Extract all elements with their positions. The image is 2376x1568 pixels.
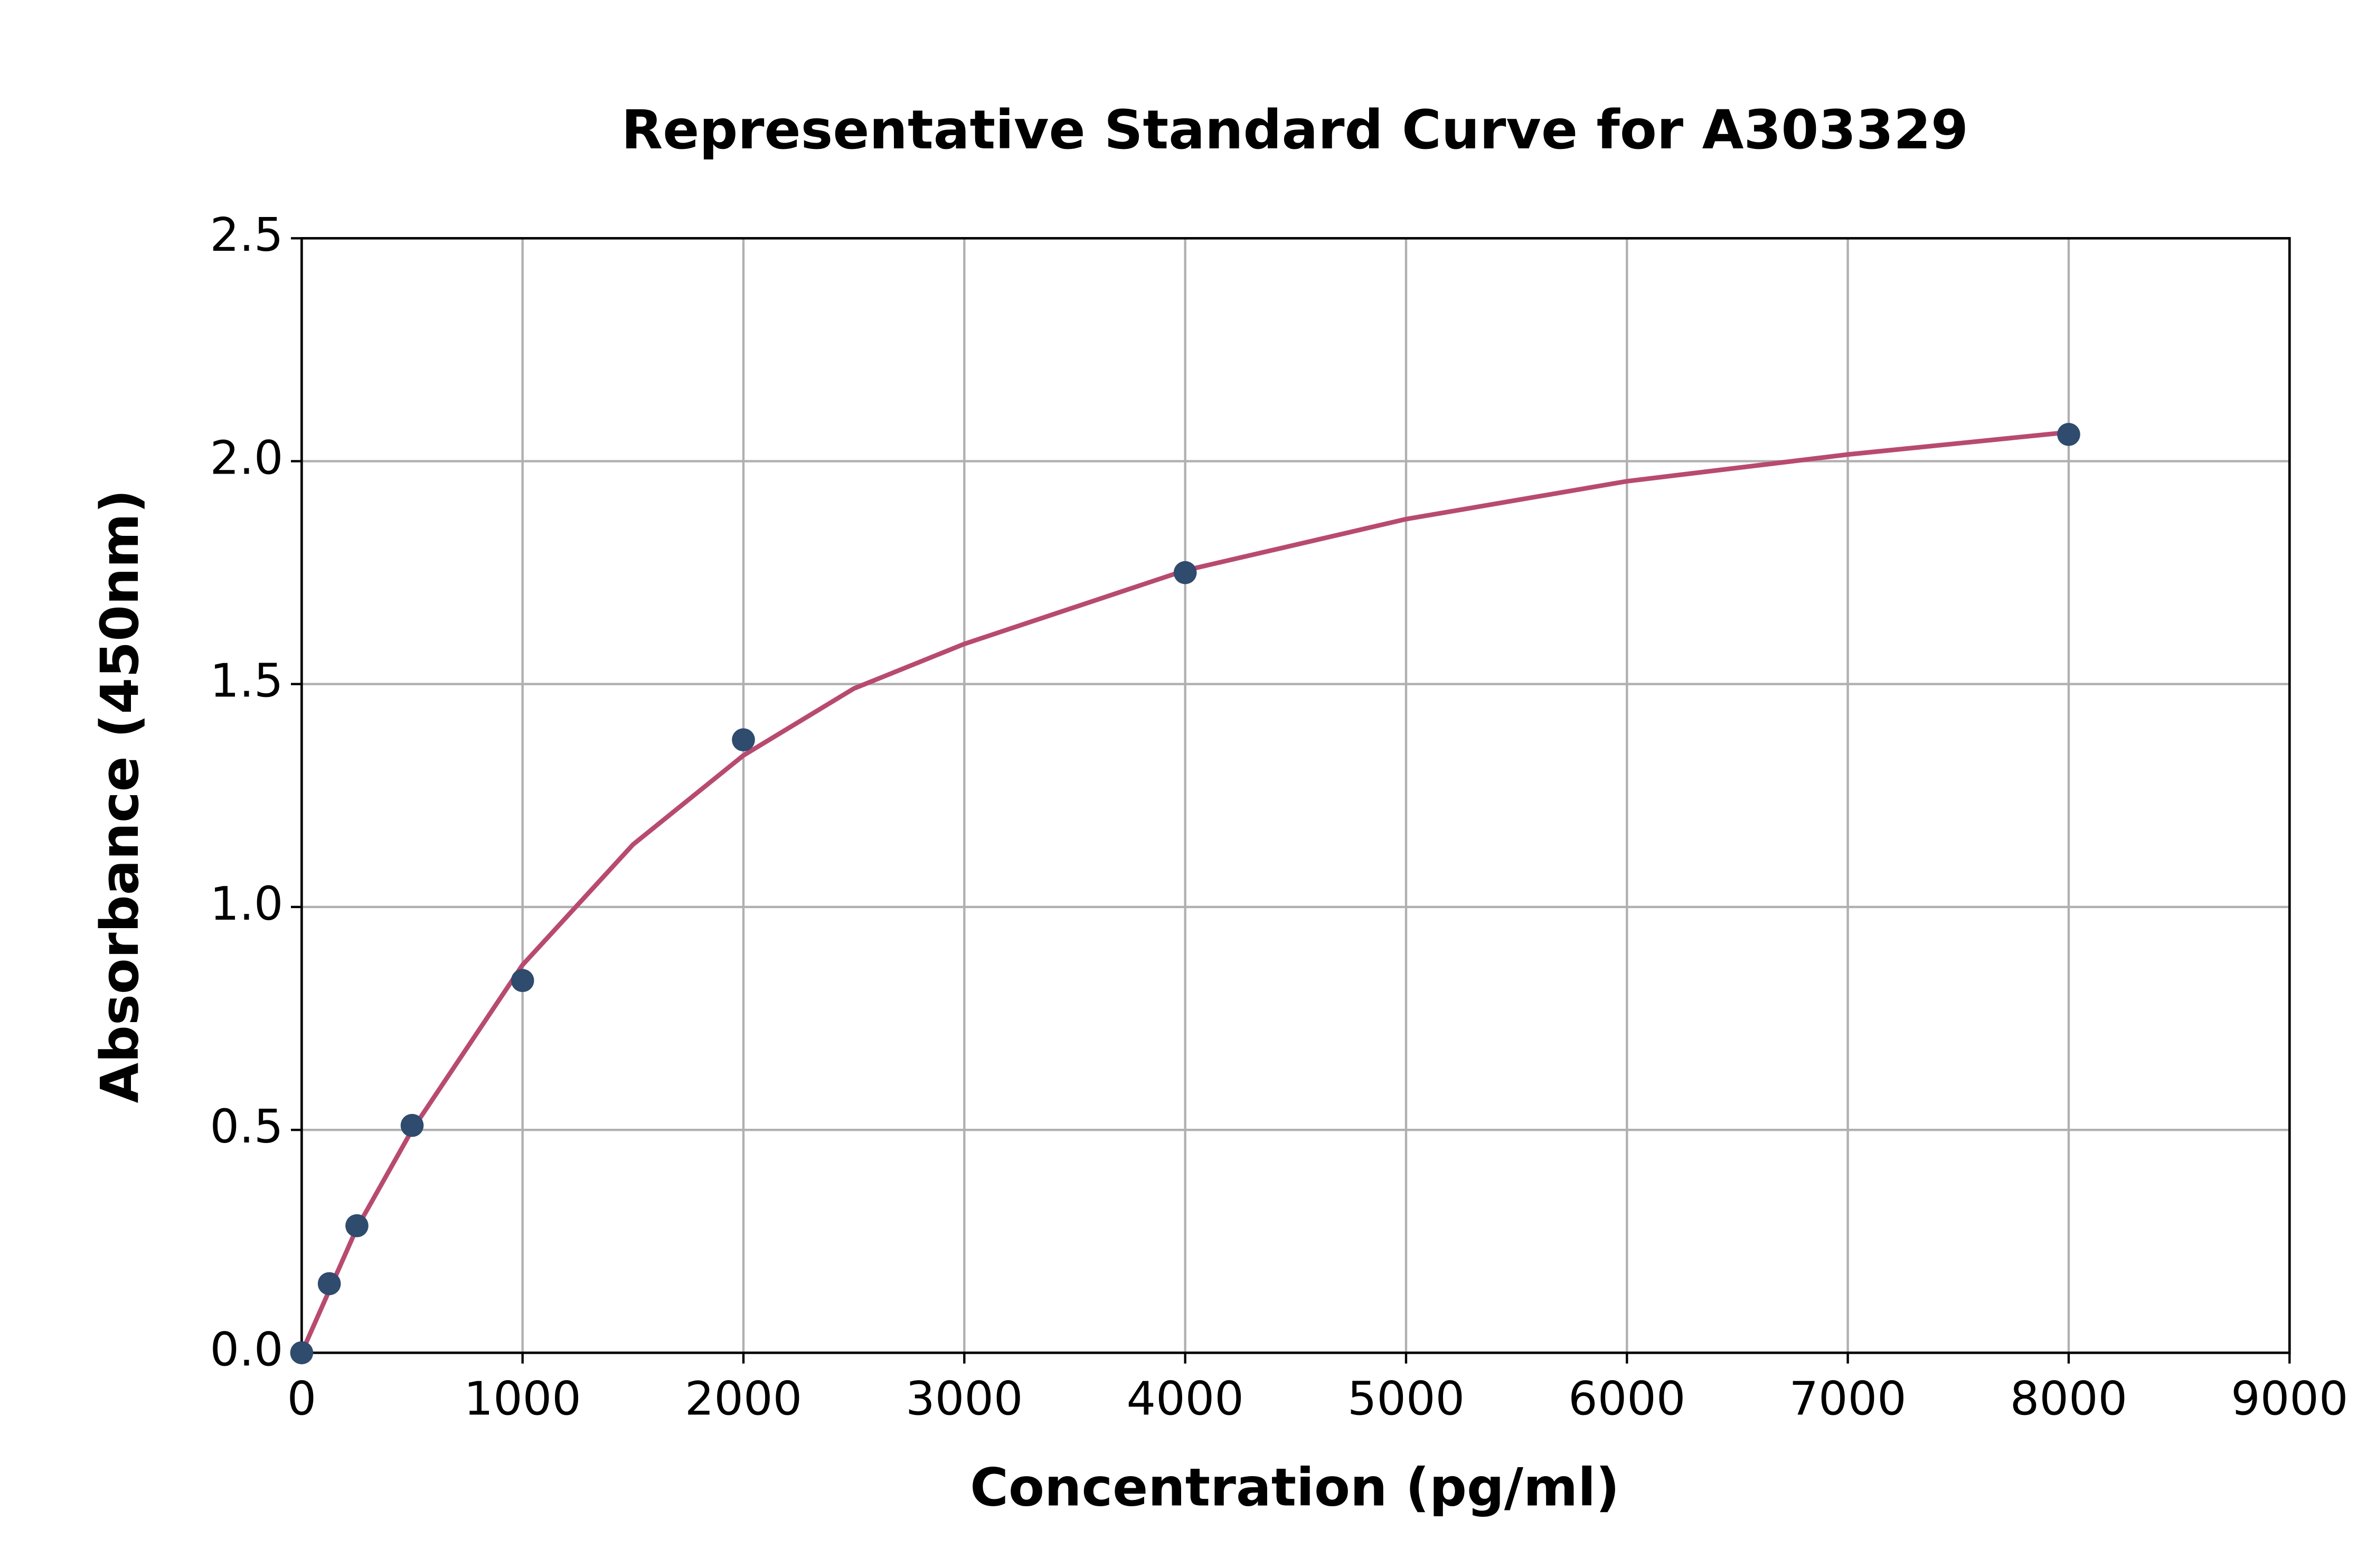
x-tick-label: 4000	[1127, 1372, 1244, 1425]
data-point	[732, 728, 755, 752]
data-point	[511, 969, 534, 993]
x-tick-label: 6000	[1568, 1372, 1685, 1425]
data-point	[345, 1214, 369, 1238]
y-tick-label: 2.0	[210, 431, 284, 485]
x-tick-label: 7000	[1789, 1372, 1906, 1425]
x-tick-label: 2000	[685, 1372, 802, 1425]
plot-frame	[300, 237, 2291, 1354]
chart-title: Representative Standard Curve for A30332…	[621, 99, 1968, 162]
data-point	[290, 1341, 314, 1365]
x-tick-label: 3000	[906, 1372, 1023, 1425]
x-tick-label: 1000	[464, 1372, 581, 1425]
data-point	[2057, 423, 2080, 446]
x-axis-label: Concentration (pg/ml)	[970, 1458, 1619, 1518]
x-tick-label: 0	[287, 1372, 317, 1425]
y-axis-label: Absorbance (450nm)	[90, 489, 150, 1103]
y-tick-label: 2.5	[210, 208, 284, 262]
x-tick-label: 9000	[2231, 1372, 2348, 1425]
x-tick-label: 5000	[1347, 1372, 1465, 1425]
data-point	[317, 1272, 341, 1296]
x-tick-label: 8000	[2010, 1372, 2127, 1425]
y-tick-label: 1.5	[210, 654, 284, 708]
y-tick-label: 0.0	[210, 1323, 284, 1376]
data-point	[1173, 561, 1197, 584]
data-point	[400, 1113, 424, 1137]
y-tick-label: 1.0	[210, 877, 284, 931]
y-tick-label: 0.5	[210, 1100, 284, 1154]
